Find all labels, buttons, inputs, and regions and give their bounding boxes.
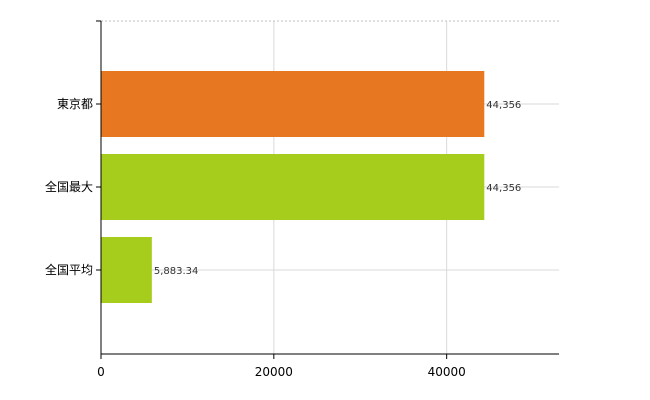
axes [96,20,559,355]
data-labels: 44,356 44,356 5,883.34 [154,100,521,277]
data-label: 44,356 [486,183,521,194]
bars [101,71,485,303]
x-tick-label: 20000 [255,365,293,379]
data-label: 44,356 [486,100,521,111]
data-label: 5,883.34 [154,266,199,277]
x-tick-label: 0 [97,365,105,379]
bar [101,154,485,220]
category-label: 全国平均 [45,262,93,277]
category-label: 東京都 [57,97,93,111]
bar [101,71,485,137]
x-tick-labels: 0 20000 40000 [97,354,466,379]
category-label: 全国最大 [45,179,93,194]
x-tick-label: 40000 [428,365,466,379]
bar [101,237,152,303]
